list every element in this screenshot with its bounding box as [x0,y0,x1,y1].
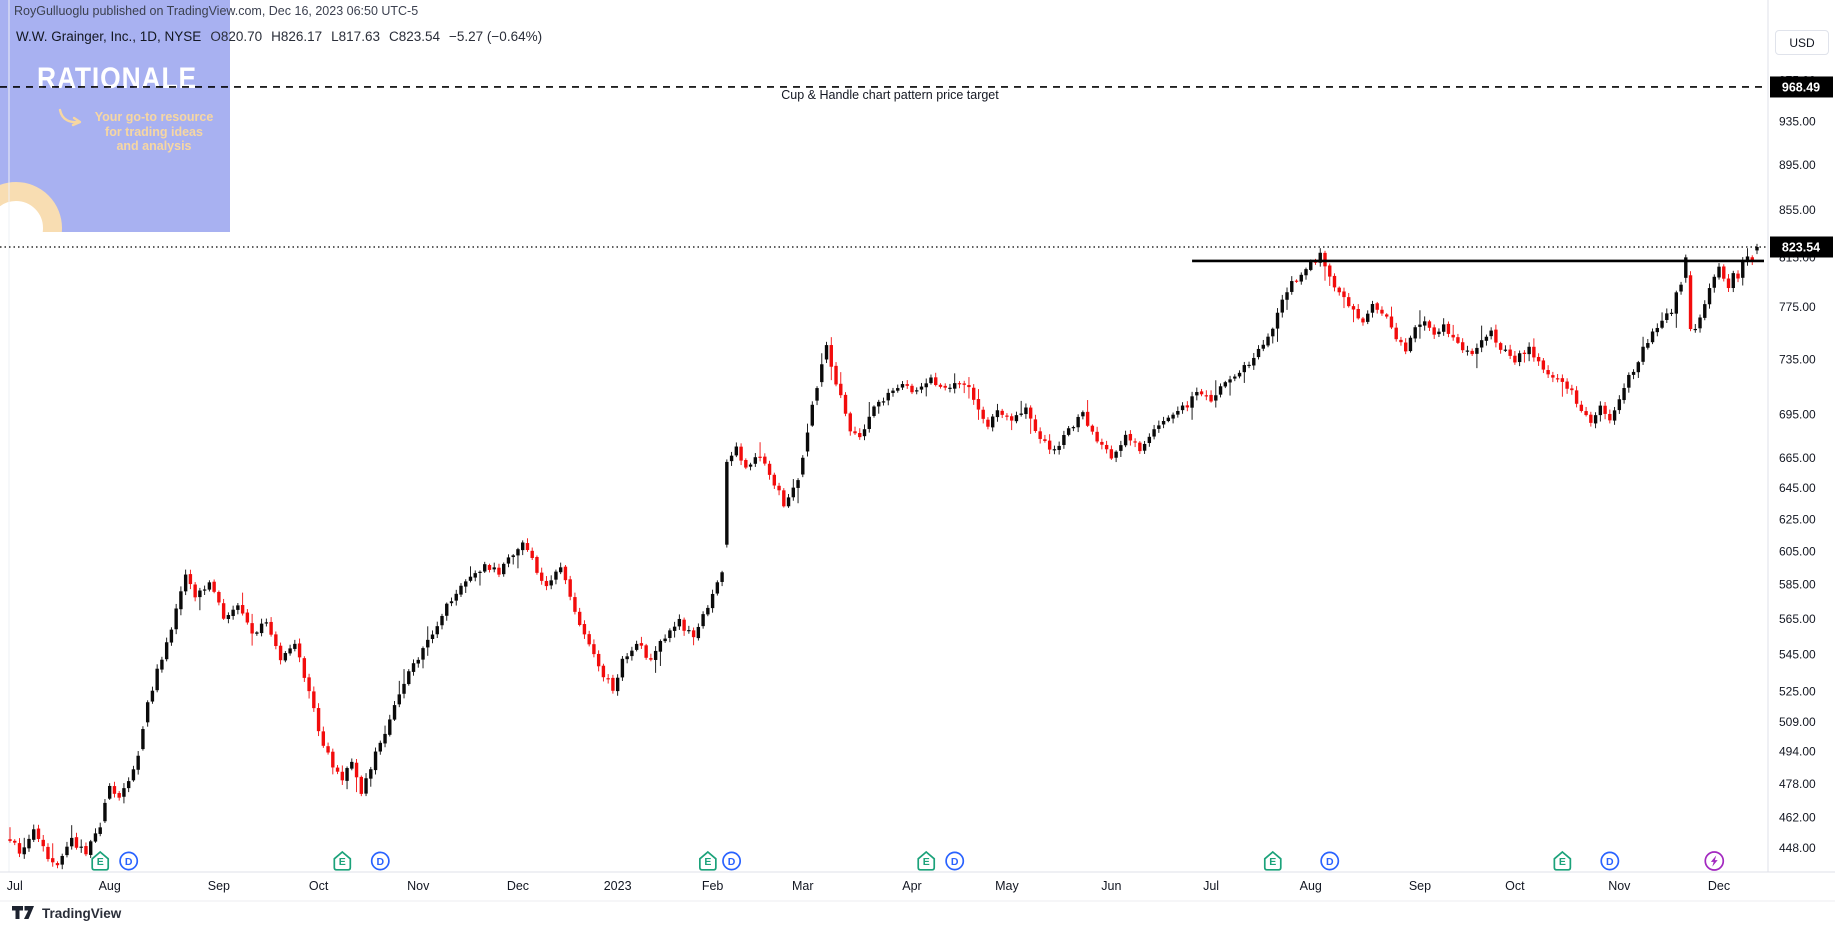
symbol-title[interactable]: W.W. Grainger, Inc., 1D, NYSE [16,29,202,44]
price-tick-label: 545.00 [1779,647,1816,661]
svg-text:E: E [923,856,930,868]
pattern-annotation[interactable]: Cup & Handle chart pattern price target [781,88,999,102]
price-tick-label: 478.00 [1779,777,1816,791]
time-tick-label: Jul [7,879,23,893]
svg-text:D: D [1326,856,1334,868]
watermark-brand: RATIONALE [37,62,197,95]
time-tick-label: Sep [1409,879,1431,893]
price-tick-label: 695.00 [1779,407,1816,421]
price-tick-label: 735.00 [1779,352,1816,366]
earnings-badge[interactable]: E [917,850,936,871]
time-tick-label: Oct [1505,879,1525,893]
svg-text:968.49: 968.49 [1782,80,1820,94]
price-tick-label: 494.00 [1779,744,1816,758]
earnings-badge[interactable]: E [1553,850,1572,871]
svg-text:823.54: 823.54 [1782,241,1820,255]
svg-text:E: E [704,856,711,868]
dividend-badge[interactable]: D [370,851,390,871]
time-tick-label: Dec [1708,879,1730,893]
price-tick-label: 509.00 [1779,715,1816,729]
watermark-tagline-line: and analysis [116,139,192,153]
ohlc-field: C823.54 [388,29,441,44]
time-tick-label: Jul [1203,879,1219,893]
watermark-ring-decoration [0,182,62,232]
dividend-badge[interactable]: D [945,851,965,871]
dividend-badge[interactable]: D [119,851,139,871]
event-bolt-badge[interactable] [1704,851,1725,871]
time-tick-label: Nov [407,879,430,893]
ohlc-field: O820.70 [210,29,263,44]
watermark-tagline: Your go-to resource for trading ideas an… [88,110,220,154]
time-tick-label: May [995,879,1019,893]
snapshot-attribution: RoyGulluoglu published on TradingView.co… [14,4,419,18]
curved-arrow-icon [58,108,82,127]
earnings-badge[interactable]: E [1263,850,1282,871]
svg-text:E: E [1559,856,1566,868]
time-tick-label: Sep [208,879,230,893]
price-tick-label: 462.00 [1779,811,1816,825]
price-tick-label: 935.00 [1779,115,1816,129]
svg-text:E: E [1269,856,1276,868]
svg-text:D: D [951,856,959,868]
target-price-axis-label: 968.49 [1770,76,1833,98]
time-tick-label: Aug [99,879,121,893]
tradingview-logo-icon [12,906,34,919]
time-tick-label: Nov [1608,879,1631,893]
dividend-badge[interactable]: D [722,851,742,871]
earnings-badge[interactable]: E [333,850,352,871]
ohlc-field: −5.27 (−0.64%) [449,29,543,44]
price-tick-label: 525.00 [1779,684,1816,698]
price-axis[interactable]: 975.00935.00895.00855.00815.00775.00735.… [1779,73,1816,855]
currency-button[interactable]: USD [1775,30,1829,55]
time-tick-label: Apr [902,879,921,893]
earnings-badge[interactable]: E [699,850,717,871]
time-tick-label: 2023 [604,879,632,893]
time-tick-label: Dec [507,879,529,893]
ohlc-field: L817.63 [331,29,380,44]
time-tick-label: Oct [309,879,329,893]
price-tick-label: 645.00 [1779,481,1816,495]
svg-text:E: E [339,856,346,868]
price-tick-label: 565.00 [1779,612,1816,626]
ohlc-field: H826.17 [271,29,323,44]
time-axis[interactable]: Jul Aug Sep Oct Nov Dec 2023 Feb Mar Apr May Jun Jul… [7,879,1730,893]
price-tick-label: 448.00 [1779,841,1816,855]
time-tick-label: Feb [702,879,724,893]
candles [8,243,1759,870]
svg-text:D: D [1606,856,1614,868]
last-price-axis-label: 823.54 [1770,236,1833,258]
svg-text:D: D [376,856,384,868]
symbol-legend[interactable]: W.W. Grainger, Inc., 1D, NYSE O820.70 H82… [16,29,542,44]
price-tick-label: 895.00 [1779,158,1816,172]
dividend-badge[interactable]: D [1600,851,1620,871]
price-tick-label: 605.00 [1779,544,1816,558]
svg-text:D: D [728,856,736,868]
time-tick-label: Mar [792,879,814,893]
tradingview-footer[interactable]: TradingView [12,905,121,922]
price-tick-label: 855.00 [1779,203,1816,217]
time-tick-label: Aug [1300,879,1322,893]
price-tick-label: 665.00 [1779,451,1816,465]
price-tick-label: 625.00 [1779,512,1816,526]
tradingview-wordmark: TradingView [42,906,122,921]
publisher-watermark: RATIONALE Your go-to resource for tradin… [0,0,230,232]
watermark-tagline-line: Your go-to resource [94,110,214,124]
price-tick-label: 585.00 [1779,578,1816,592]
price-tick-label: 775.00 [1779,300,1816,314]
time-tick-label: Jun [1101,879,1121,893]
dividend-badge[interactable]: D [1320,851,1340,871]
svg-text:E: E [97,856,104,868]
svg-text:D: D [125,856,133,868]
watermark-tagline-line: for trading ideas [105,124,203,139]
earnings-badge[interactable]: E [91,850,110,871]
